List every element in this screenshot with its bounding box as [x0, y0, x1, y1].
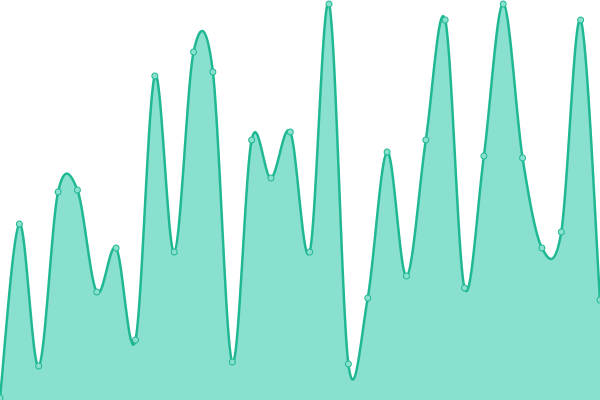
- data-point: [15, 220, 23, 228]
- data-point: [383, 148, 391, 156]
- data-point: [306, 248, 314, 256]
- data-point: [402, 272, 410, 280]
- data-point: [267, 174, 275, 182]
- data-point: [209, 68, 217, 76]
- data-point: [54, 188, 62, 196]
- data-point: [344, 360, 352, 368]
- data-point: [364, 294, 372, 302]
- data-point: [596, 296, 600, 304]
- data-point: [190, 48, 198, 56]
- data-point: [577, 16, 585, 24]
- data-point: [93, 288, 101, 296]
- data-point: [325, 0, 333, 8]
- data-point: [461, 284, 469, 292]
- data-point: [228, 358, 236, 366]
- data-point: [112, 244, 120, 252]
- data-point: [170, 248, 178, 256]
- data-point: [557, 228, 565, 236]
- data-point: [422, 136, 430, 144]
- data-point: [0, 394, 4, 400]
- data-point: [499, 0, 507, 8]
- data-point: [480, 152, 488, 160]
- data-point: [286, 128, 294, 136]
- data-point: [151, 72, 159, 80]
- data-point: [73, 186, 81, 194]
- data-point: [131, 336, 139, 344]
- data-point: [35, 362, 43, 370]
- data-point: [441, 16, 449, 24]
- data-point: [519, 154, 527, 162]
- data-point: [538, 244, 546, 252]
- data-point: [248, 136, 256, 144]
